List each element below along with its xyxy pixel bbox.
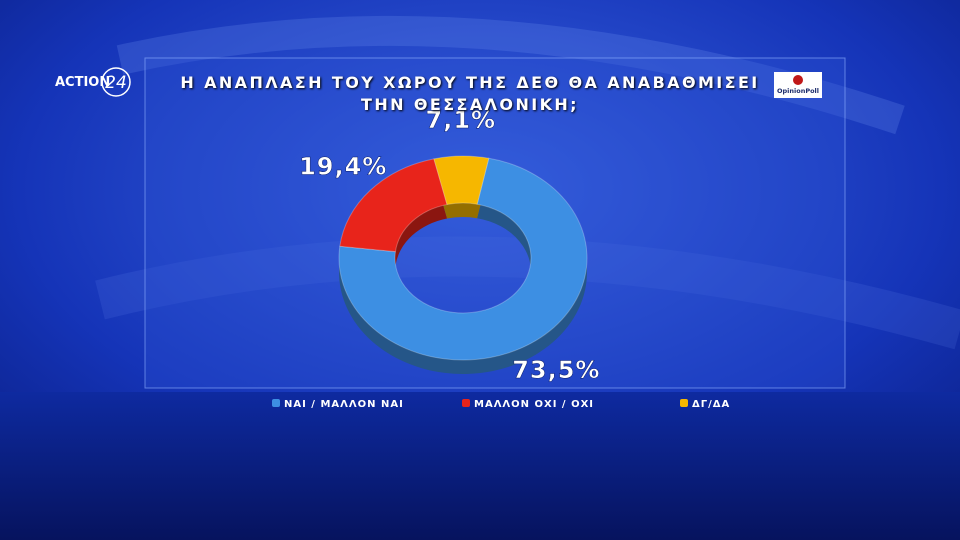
- logo-ring: [101, 67, 131, 97]
- channel-logo: ACTION 24: [55, 67, 131, 97]
- value-label: 19,4%: [299, 153, 387, 181]
- swoosh: [95, 236, 960, 350]
- channel-number: 24: [105, 73, 127, 93]
- slice: [338, 157, 588, 361]
- pollster-dot: [793, 75, 803, 85]
- chart-title: Η ΑΝΑΠΛΑΣΗ ΤΟΥ ΧΩΡΟΥ ΤΗΣ ΔΕΘ ΘΑ ΑΝΑΒΑΘΜΙ…: [180, 73, 760, 114]
- pollster-logo: OpinionPoll: [774, 72, 822, 98]
- value-label: 73,5%: [512, 356, 600, 384]
- value-label: 7,1%: [426, 106, 497, 134]
- slice: [339, 158, 448, 253]
- floor: [0, 392, 960, 540]
- pollster-name: OpinionPoll: [777, 87, 819, 95]
- legend-label: ΝΑΙ / ΜΑΛΛΟΝ ΝΑΙ: [284, 399, 404, 410]
- legend-swatch: [272, 399, 280, 407]
- legend-label: ΜΑΛΛΟΝ ΟΧΙ / ΟΧΙ: [474, 399, 594, 410]
- channel-name: ACTION: [55, 75, 110, 90]
- legend-swatch: [462, 399, 470, 407]
- legend-label: ΔΓ/ΔΑ: [692, 399, 730, 410]
- legend-swatch: [680, 399, 688, 407]
- slice: [433, 155, 490, 206]
